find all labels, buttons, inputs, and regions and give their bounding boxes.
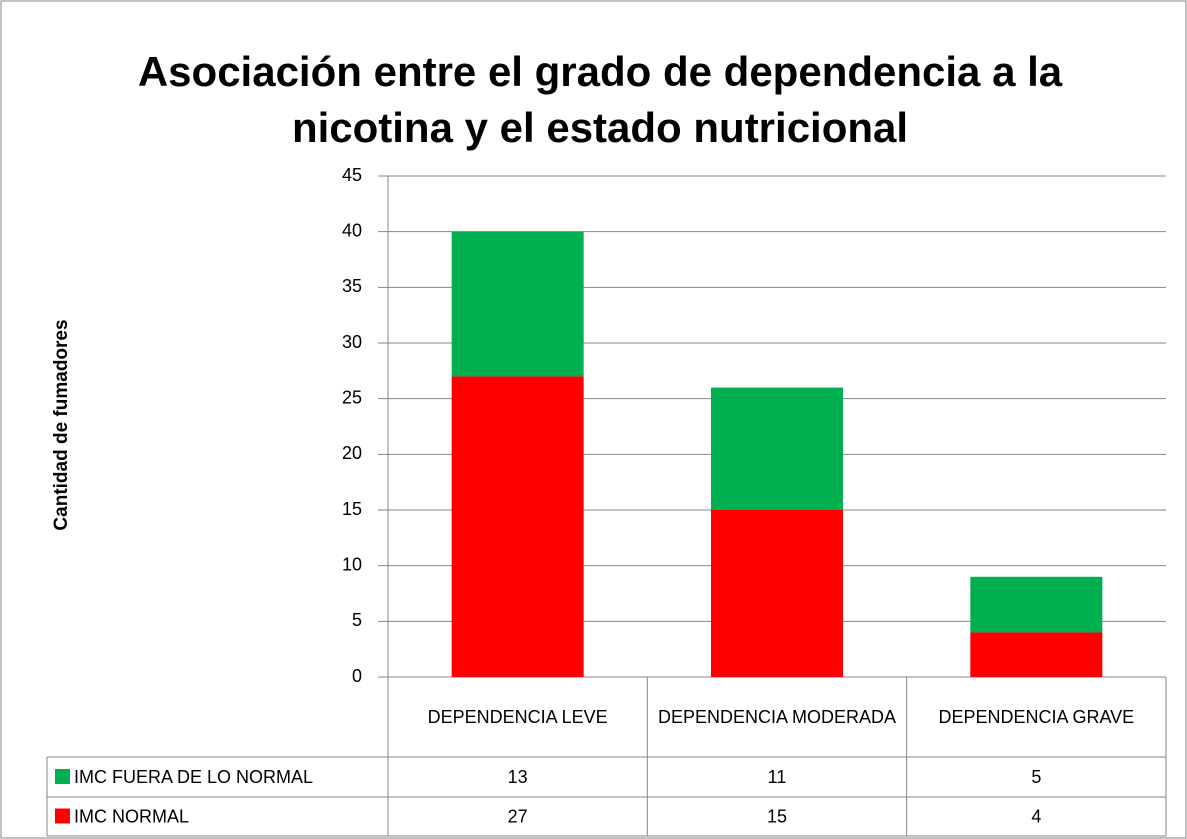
table-value: 4 xyxy=(1031,806,1041,826)
bar-segment xyxy=(970,632,1103,677)
category-cell: DEPENDENCIA MODERADA xyxy=(657,707,897,727)
y-tick-label: 25 xyxy=(342,387,362,407)
legend-swatch xyxy=(55,769,70,784)
bar-segment xyxy=(970,576,1103,633)
y-tick-label: 20 xyxy=(342,443,362,463)
y-tick-label: 15 xyxy=(342,499,362,519)
x-tick-label: DEPENDENCIA MODERADA xyxy=(657,707,897,727)
y-tick-label: 35 xyxy=(342,276,362,296)
table-value: 5 xyxy=(1031,767,1041,787)
category-cell: DEPENDENCIA LEVE xyxy=(427,707,608,727)
y-tick-label: 45 xyxy=(342,165,362,185)
y-tick-label: 30 xyxy=(342,332,362,352)
bar-segment xyxy=(711,387,843,510)
y-tick-label: 0 xyxy=(352,666,362,686)
x-tick-label: DEPENDENCIA LEVE xyxy=(427,707,608,727)
y-tick-label: 10 xyxy=(342,554,362,574)
bar-segment xyxy=(451,231,584,377)
legend-label: IMC FUERA DE LO NORMAL xyxy=(74,767,313,787)
y-tick-label: 5 xyxy=(352,610,362,630)
bar-segment xyxy=(451,376,584,677)
table-value: 15 xyxy=(767,806,787,826)
category-cell: DEPENDENCIA GRAVE xyxy=(938,707,1135,727)
x-tick-label: DEPENDENCIA GRAVE xyxy=(938,707,1135,727)
legend-swatch xyxy=(55,808,70,824)
table-value: 11 xyxy=(768,767,787,787)
table-value: 27 xyxy=(508,806,528,826)
y-tick-label: 40 xyxy=(342,220,362,240)
table-value: 13 xyxy=(508,767,528,787)
bar-segment xyxy=(711,510,843,677)
y-axis-label: Cantidad de fumadores xyxy=(51,319,72,530)
legend-label: IMC NORMAL xyxy=(74,806,189,826)
chart-title: Asociación entre el grado de dependencia… xyxy=(138,48,1063,151)
